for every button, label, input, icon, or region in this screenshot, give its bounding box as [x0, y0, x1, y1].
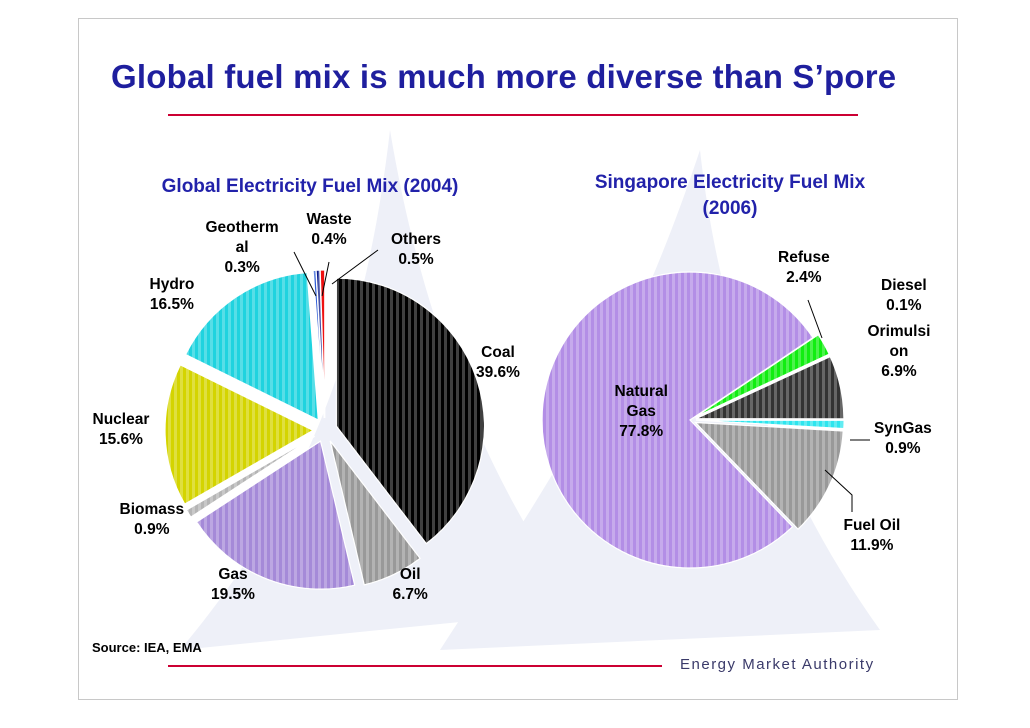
pie0-slice-texture-biomass	[186, 436, 315, 518]
label-fueloil: Fuel Oil 11.9%	[843, 517, 901, 554]
label-natgas: Natural Gas 77.8%	[614, 383, 668, 440]
footer-organization: Energy Market Authority	[680, 656, 875, 673]
label-biomass: Biomass 0.9%	[119, 501, 185, 538]
label-orimulsion: Orimulsi on 6.9%	[867, 323, 931, 380]
pie1-slice-texture-syngas	[695, 420, 844, 429]
leader-refuse	[807, 299, 823, 339]
leader-fueloil	[824, 469, 853, 512]
global-chart-title: Global Electricity Fuel Mix (2004)	[161, 176, 459, 197]
pie0-slice-texture-oil	[330, 440, 421, 585]
pie1-slice-texture-refuse	[695, 334, 830, 418]
label-nuclear: Nuclear 15.6%	[92, 411, 150, 448]
pie1-slice-texture-orimulsion	[695, 356, 844, 419]
pie0-slice-texture-waste	[316, 270, 325, 419]
source-note: Source: IEA, EMA	[92, 640, 202, 655]
leader-geothermal	[293, 251, 317, 297]
pie1-slice-texture-fueloil	[695, 422, 844, 530]
label-syngas: SynGas 0.9%	[874, 420, 932, 457]
pie0-slice-texture-gas	[196, 441, 355, 590]
title-underline	[168, 114, 858, 116]
label-others: Others 0.5%	[391, 231, 441, 268]
pie0-slice-texture-nuclear	[165, 364, 314, 505]
global-pie	[164, 269, 485, 590]
pie1-slice-texture-diesel	[695, 354, 830, 418]
pie1-slice-texture-natgas	[542, 271, 813, 568]
pie0-slice-texture-geothermal	[313, 270, 325, 419]
footer-line	[168, 665, 662, 667]
leader-lines	[293, 249, 870, 512]
pie0-slice-texture-others	[320, 270, 325, 419]
leader-waste	[321, 261, 330, 297]
label-gas: Gas 19.5%	[211, 566, 255, 603]
pie0-slice-texture-coal	[336, 278, 485, 544]
label-hydro: Hydro 16.5%	[149, 276, 195, 313]
label-refuse: Refuse 2.4%	[778, 249, 830, 286]
label-oil: Oil 6.7%	[392, 566, 428, 603]
label-waste: Waste 0.4%	[306, 211, 352, 248]
singapore-pie	[541, 271, 845, 569]
slide-title: Global fuel mix is much more diverse tha…	[111, 58, 897, 95]
label-coal: Coal 39.6%	[476, 344, 520, 381]
singapore-chart-title: Singapore Electricity Fuel Mix (2006)	[594, 172, 866, 219]
leader-others	[331, 249, 379, 285]
label-diesel: Diesel 0.1%	[881, 277, 927, 314]
label-geothermal: Geotherm al 0.3%	[205, 219, 279, 276]
pie0-slice-texture-hydro	[185, 272, 319, 421]
